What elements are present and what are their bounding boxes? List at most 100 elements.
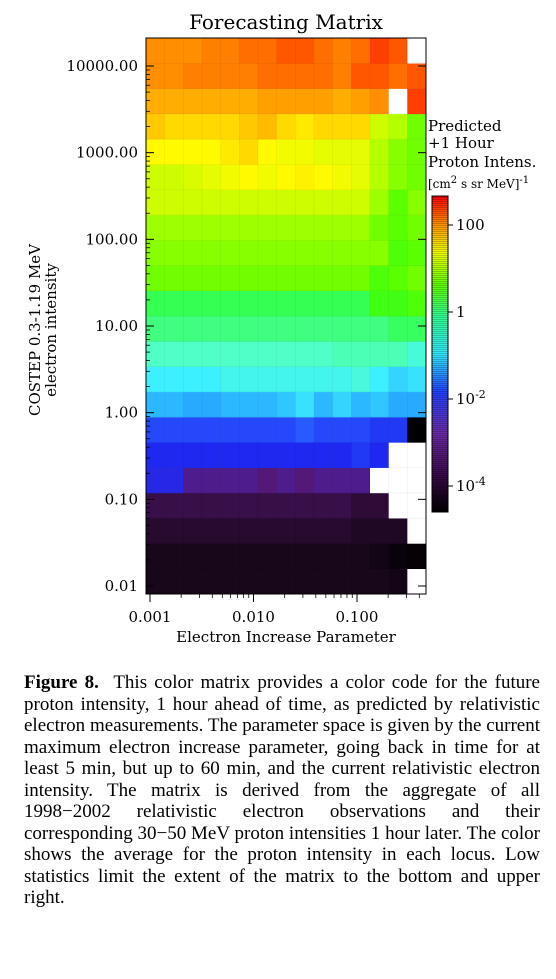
heatmap-cell	[146, 240, 165, 266]
heatmap-cell	[239, 113, 259, 140]
heatmap-cell	[332, 417, 352, 443]
heatmap-cell	[239, 442, 259, 468]
heatmap-cell	[295, 139, 315, 165]
heatmap-cell	[183, 492, 203, 519]
heatmap-cell	[164, 88, 184, 115]
colorbar-title-line1: Predicted	[428, 117, 502, 135]
heatmap-cell	[370, 467, 389, 494]
heatmap-cell	[407, 38, 427, 64]
heatmap-cell	[164, 568, 184, 595]
heatmap-cell	[239, 417, 259, 443]
heatmap-cell	[295, 467, 315, 494]
heatmap-cell	[146, 467, 165, 494]
heatmap-cell	[239, 265, 259, 292]
heatmap-cell	[239, 240, 259, 266]
heatmap-cell	[276, 518, 296, 544]
heatmap-cell	[332, 88, 352, 115]
heatmap-cell	[164, 38, 184, 64]
heatmap-cell	[258, 38, 277, 64]
heatmap-cell	[164, 442, 184, 468]
heatmap-cell	[258, 391, 277, 418]
heatmap-cell	[295, 518, 315, 544]
heatmap-cell	[220, 113, 240, 140]
heatmap-cell	[164, 265, 184, 292]
heatmap-cell	[332, 240, 352, 266]
heatmap-cell	[258, 341, 277, 367]
heatmap-cell	[146, 113, 165, 140]
heatmap-cell	[407, 391, 427, 418]
heatmap-cell	[258, 518, 277, 544]
heatmap-cell	[146, 316, 165, 342]
heatmap-cell	[220, 63, 240, 89]
heatmap-cell	[276, 417, 296, 443]
heatmap-cell	[351, 290, 371, 317]
heatmap-cell	[164, 492, 184, 519]
heatmap-cell	[202, 518, 221, 544]
heatmap-cell	[370, 113, 389, 140]
heatmap-cell	[146, 38, 165, 64]
heatmap-cell	[388, 442, 408, 468]
heatmap-cell	[314, 467, 333, 494]
heatmap-cell	[239, 543, 259, 570]
figure-caption: Figure 8. This color matrix provides a c…	[24, 672, 540, 909]
heatmap-cell	[370, 88, 389, 115]
heatmap-cell	[295, 164, 315, 190]
heatmap-gridlines	[146, 38, 426, 594]
heatmap-cell	[146, 189, 165, 216]
heatmap-cell	[239, 341, 259, 367]
heatmap-cell	[220, 391, 240, 418]
colorbar-ticks: 100 1 10-2 10-4	[448, 216, 486, 495]
heatmap-cell	[202, 442, 221, 468]
heatmap-cell	[332, 391, 352, 418]
heatmap-cell	[351, 341, 371, 367]
heatmap-cell	[183, 518, 203, 544]
x-tick-label: 0.001	[129, 608, 172, 626]
heatmap-cell	[351, 543, 371, 570]
heatmap-cell	[164, 316, 184, 342]
heatmap-cell	[164, 518, 184, 544]
heatmap-cell	[146, 568, 165, 595]
heatmap-cell	[258, 366, 277, 393]
heatmap-cell	[220, 88, 240, 115]
heatmap-cell	[220, 265, 240, 292]
heatmap-cell	[276, 391, 296, 418]
heatmap-cell	[164, 341, 184, 367]
heatmap-cell	[351, 442, 371, 468]
heatmap-cell	[164, 240, 184, 266]
heatmap-cell	[220, 543, 240, 570]
heatmap-cell	[202, 316, 221, 342]
heatmap-cell	[351, 518, 371, 544]
heatmap-cell	[370, 543, 389, 570]
heatmap-cell	[258, 88, 277, 115]
heatmap-cell	[351, 391, 371, 418]
heatmap-cell	[239, 214, 259, 241]
x-tick-label: 0.100	[336, 608, 379, 626]
x-tick-label: 0.010	[232, 608, 275, 626]
y-tick-label: 10000.00	[66, 57, 138, 75]
heatmap-cell	[258, 189, 277, 216]
heatmap-cell	[295, 568, 315, 595]
heatmap-cell	[295, 316, 315, 342]
heatmap-cell	[183, 568, 203, 595]
heatmap-cell	[239, 492, 259, 519]
heatmap-cell	[388, 417, 408, 443]
heatmap-cell	[183, 543, 203, 570]
heatmap-cell	[407, 543, 427, 570]
heatmap-cell	[202, 139, 221, 165]
heatmap-cell	[276, 543, 296, 570]
heatmap-cell	[202, 265, 221, 292]
heatmap-cell	[388, 265, 408, 292]
heatmap-cell	[314, 568, 333, 595]
heatmap-cell	[388, 290, 408, 317]
heatmap-cell	[258, 214, 277, 241]
heatmap-cell	[388, 492, 408, 519]
heatmap-cell	[295, 240, 315, 266]
heatmap-cell	[239, 568, 259, 595]
heatmap-cell	[351, 417, 371, 443]
chart-title: Forecasting Matrix	[189, 10, 383, 34]
heatmap-cell	[164, 189, 184, 216]
heatmap-cell	[164, 366, 184, 393]
heatmap-cell	[220, 341, 240, 367]
heatmap-cell	[388, 467, 408, 494]
heatmap-cell	[351, 164, 371, 190]
